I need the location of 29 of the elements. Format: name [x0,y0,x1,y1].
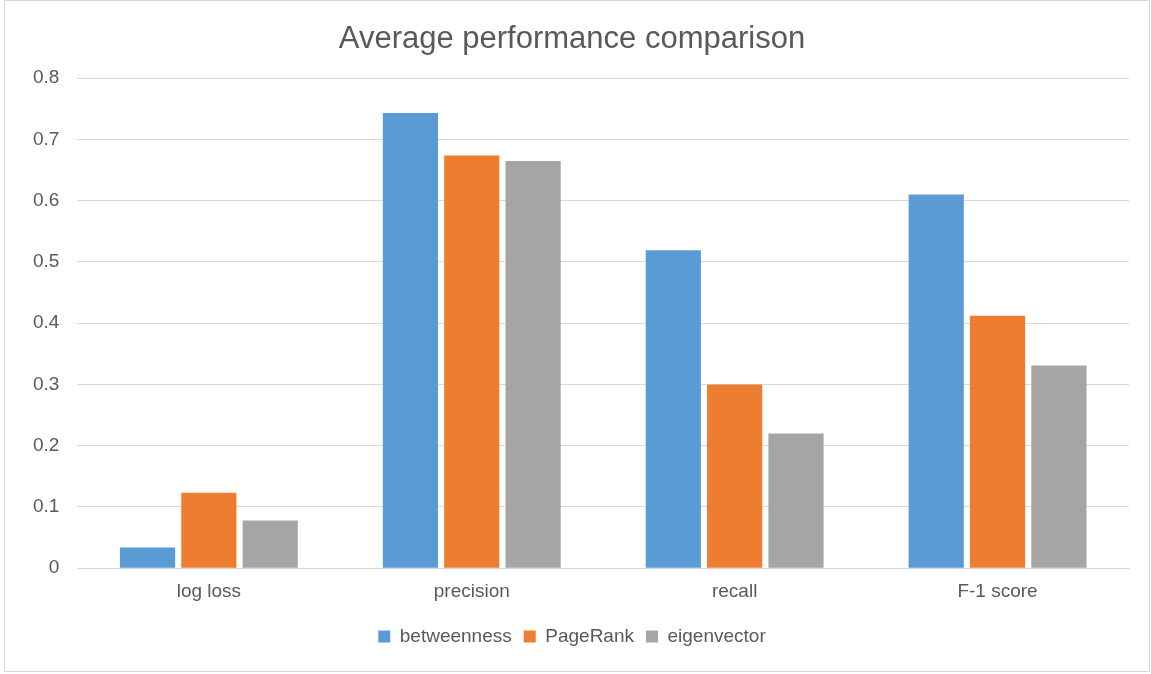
bar [908,194,964,568]
bar [181,492,237,568]
y-tick-label: 0 [48,556,60,578]
x-tick-label: F-1 score [957,579,1038,601]
legend-label: eigenvector [667,624,767,646]
bar [242,520,298,568]
bar [1031,365,1087,568]
y-tick-label: 0.8 [32,66,60,88]
x-tick-label: recall [711,579,758,601]
bar [645,250,701,568]
chart-title: Average performance comparison [338,20,806,56]
y-tick-label: 0.7 [32,127,60,149]
y-tick-label: 0.3 [32,372,60,394]
x-tick-label: precision [433,579,510,601]
bar [119,547,176,568]
bar [382,113,439,568]
y-tick-label: 0.1 [32,495,60,517]
y-tick-label: 0.2 [32,433,60,455]
y-tick-label: 0.5 [32,250,60,272]
legend-label: PageRank [545,624,635,646]
y-tick-label: 0.4 [32,311,60,333]
bar [768,433,824,568]
bar [969,315,1026,568]
y-tick-label: 0.6 [32,188,60,210]
bar [444,155,500,568]
bar [505,160,561,568]
bar [707,384,763,568]
x-tick-label: log loss [176,579,242,601]
legend-label: betweenness [399,624,512,646]
